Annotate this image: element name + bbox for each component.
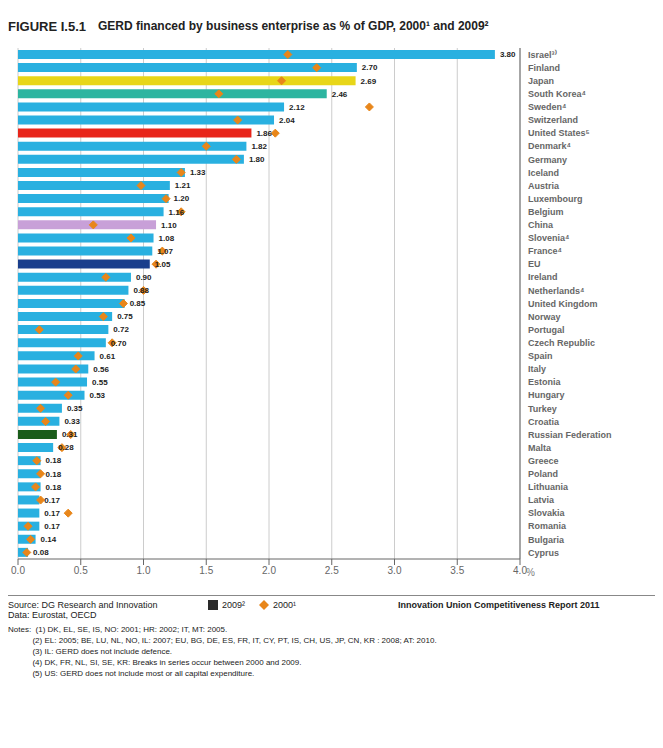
svg-text:Portugal: Portugal xyxy=(528,325,565,335)
svg-text:Turkey: Turkey xyxy=(528,404,557,414)
html-text:FIGURE I.5.1: FIGURE I.5.1 xyxy=(8,18,86,34)
svg-text:Netherlands⁴: Netherlands⁴ xyxy=(528,286,584,296)
svg-text:0.85: 0.85 xyxy=(130,299,146,308)
svg-text:0.5: 0.5 xyxy=(74,565,88,576)
svg-text:0.18: 0.18 xyxy=(46,456,62,465)
svg-text:Czech Republic: Czech Republic xyxy=(528,338,595,348)
svg-text:0.70: 0.70 xyxy=(111,339,127,348)
svg-text:United Kingdom: United Kingdom xyxy=(528,299,598,309)
html-text:2009²: 2009² xyxy=(222,600,245,610)
svg-text:China: China xyxy=(528,220,554,230)
svg-text:Belgium: Belgium xyxy=(528,207,564,217)
svg-text:Germany: Germany xyxy=(528,155,567,165)
svg-text:Lithuania: Lithuania xyxy=(528,482,569,492)
svg-text:Slovakia: Slovakia xyxy=(528,508,566,518)
svg-text:1.16: 1.16 xyxy=(169,208,185,217)
svg-text:%: % xyxy=(526,567,535,578)
svg-text:0.17: 0.17 xyxy=(44,522,60,531)
svg-text:2.12: 2.12 xyxy=(289,103,305,112)
svg-text:Austria: Austria xyxy=(528,181,560,191)
svg-text:1.33: 1.33 xyxy=(190,168,206,177)
svg-text:Israel³⁾: Israel³⁾ xyxy=(528,49,557,60)
svg-text:1.0: 1.0 xyxy=(137,565,151,576)
svg-text:1.05: 1.05 xyxy=(155,260,171,269)
svg-text:EU: EU xyxy=(528,259,541,269)
svg-text:Estonia: Estonia xyxy=(528,377,562,387)
svg-text:1.82: 1.82 xyxy=(251,142,267,151)
svg-text:0.28: 0.28 xyxy=(58,443,74,452)
svg-text:0.17: 0.17 xyxy=(44,496,60,505)
html-text:2000¹: 2000¹ xyxy=(273,600,297,610)
svg-text:United States⁵: United States⁵ xyxy=(528,128,590,138)
svg-text:Poland: Poland xyxy=(528,469,558,479)
svg-text:0.35: 0.35 xyxy=(67,404,83,413)
svg-text:1.10: 1.10 xyxy=(161,221,177,230)
html-text:Notes: (1) DK, EL, SE, IS, NO:: Notes: (1) DK, EL, SE, IS, NO: 2001; HR:… xyxy=(8,625,437,678)
svg-text:Russian Federation: Russian Federation xyxy=(528,430,612,440)
svg-text:Croatia: Croatia xyxy=(528,417,560,427)
svg-text:Cyprus: Cyprus xyxy=(528,548,559,558)
svg-text:0.17: 0.17 xyxy=(44,509,60,518)
svg-text:Luxembourg: Luxembourg xyxy=(528,194,583,204)
html-text:GERD financed by business ente: GERD financed by business enterprise as … xyxy=(98,19,489,33)
svg-text:0.56: 0.56 xyxy=(93,365,109,374)
svg-text:Romania: Romania xyxy=(528,521,567,531)
svg-text:Finland: Finland xyxy=(528,63,560,73)
svg-text:Slovenia⁴: Slovenia⁴ xyxy=(528,233,569,243)
svg-text:1.80: 1.80 xyxy=(249,155,265,164)
html-text:Source: DG Research and Innova: Source: DG Research and Innovation xyxy=(8,600,158,610)
svg-text:Switzerland: Switzerland xyxy=(528,115,578,125)
svg-text:0.14: 0.14 xyxy=(41,535,57,544)
svg-text:1.07: 1.07 xyxy=(157,247,173,256)
svg-text:2.04: 2.04 xyxy=(279,116,295,125)
svg-text:France⁴: France⁴ xyxy=(528,246,562,256)
svg-text:0.61: 0.61 xyxy=(100,352,116,361)
svg-text:0.90: 0.90 xyxy=(136,273,152,282)
svg-text:0.0: 0.0 xyxy=(11,565,25,576)
svg-text:0.18: 0.18 xyxy=(46,470,62,479)
svg-text:Spain: Spain xyxy=(528,351,553,361)
svg-text:0.18: 0.18 xyxy=(46,483,62,492)
svg-text:0.08: 0.08 xyxy=(33,548,49,557)
svg-text:Malta: Malta xyxy=(528,443,552,453)
svg-text:Norway: Norway xyxy=(528,312,561,322)
svg-text:3.80: 3.80 xyxy=(500,50,516,59)
svg-text:0.53: 0.53 xyxy=(90,391,106,400)
svg-text:2.5: 2.5 xyxy=(325,565,339,576)
svg-text:0.72: 0.72 xyxy=(113,325,129,334)
svg-text:South Korea⁴: South Korea⁴ xyxy=(528,89,586,99)
svg-text:Italy: Italy xyxy=(528,364,546,374)
html-text:Data: Eurostat, OECD: Data: Eurostat, OECD xyxy=(8,610,97,620)
svg-text:Sweden⁴: Sweden⁴ xyxy=(528,102,566,112)
svg-text:Latvia: Latvia xyxy=(528,495,555,505)
svg-text:1.21: 1.21 xyxy=(175,181,191,190)
svg-text:3.5: 3.5 xyxy=(450,565,464,576)
svg-text:3.0: 3.0 xyxy=(388,565,402,576)
svg-text:1.20: 1.20 xyxy=(174,194,190,203)
svg-text:0.75: 0.75 xyxy=(117,312,133,321)
svg-text:1.08: 1.08 xyxy=(159,234,175,243)
svg-text:Iceland: Iceland xyxy=(528,168,559,178)
svg-text:Japan: Japan xyxy=(528,76,554,86)
svg-text:0.88: 0.88 xyxy=(133,286,149,295)
svg-text:0.33: 0.33 xyxy=(64,417,80,426)
svg-text:2.70: 2.70 xyxy=(362,63,378,72)
svg-text:Denmark⁴: Denmark⁴ xyxy=(528,141,571,151)
svg-text:1.5: 1.5 xyxy=(199,565,213,576)
svg-text:Bulgaria: Bulgaria xyxy=(528,535,565,545)
svg-text:Ireland: Ireland xyxy=(528,272,558,282)
svg-text:0.31: 0.31 xyxy=(62,430,78,439)
svg-text:2.46: 2.46 xyxy=(332,90,348,99)
svg-text:0.55: 0.55 xyxy=(92,378,108,387)
svg-text:Hungary: Hungary xyxy=(528,390,565,400)
svg-text:2.0: 2.0 xyxy=(262,565,276,576)
svg-text:2.69: 2.69 xyxy=(361,77,377,86)
svg-text:1.86: 1.86 xyxy=(256,129,272,138)
html-text:Innovation Union Competitivene: Innovation Union Competitiveness Report … xyxy=(398,600,600,610)
svg-text:Greece: Greece xyxy=(528,456,559,466)
svg-text:4.0: 4.0 xyxy=(513,565,527,577)
